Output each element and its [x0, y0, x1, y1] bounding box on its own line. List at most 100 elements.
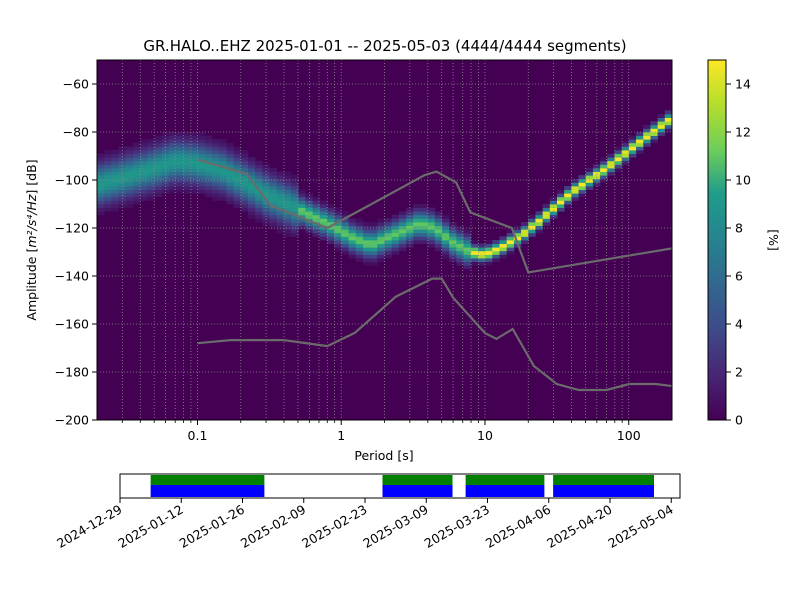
heatmap-cell — [190, 160, 199, 165]
heatmap-cell — [327, 207, 335, 212]
heatmap-cell — [283, 222, 292, 226]
heatmap-cell — [97, 211, 105, 216]
heatmap-cell — [283, 193, 292, 198]
heatmap-cell — [262, 186, 270, 190]
heatmap-cell — [355, 222, 364, 226]
heatmap-cell — [463, 236, 472, 241]
heatmap-cell — [650, 132, 659, 136]
heatmap-cell — [434, 229, 443, 234]
heatmap-cell — [636, 150, 644, 154]
heatmap-cell — [255, 182, 263, 187]
heatmap-cell — [283, 178, 292, 183]
heatmap-cell — [233, 146, 242, 151]
heatmap-cell — [643, 132, 651, 136]
heatmap-cell — [240, 204, 249, 208]
heatmap-cell — [384, 236, 393, 241]
heatmap-cell — [413, 218, 421, 223]
heatmap-cell — [176, 139, 184, 144]
heatmap-cell — [154, 164, 163, 169]
heatmap-cell — [233, 178, 242, 183]
heatmap-cell — [427, 232, 436, 237]
heatmap-cell — [190, 171, 199, 176]
heatmap-cell — [226, 196, 234, 201]
y-tick-label: −100 — [55, 173, 89, 188]
heatmap-cell — [377, 232, 385, 237]
heatmap-cell — [420, 240, 429, 244]
y-tick-label: −120 — [55, 221, 89, 236]
heatmap-cell — [197, 168, 206, 172]
heatmap-cell — [650, 128, 659, 133]
heatmap-cell — [168, 186, 177, 190]
heatmap-cell — [463, 261, 472, 266]
heatmap-cell — [247, 160, 256, 165]
heatmap-cell — [190, 142, 199, 147]
date-tick-label: 2025-03-23 — [422, 502, 492, 551]
heatmap-cell — [391, 243, 400, 248]
heatmap-cell — [557, 207, 565, 212]
heatmap-cell — [341, 243, 349, 248]
heatmap-cell — [168, 175, 177, 180]
heatmap-cell — [204, 175, 213, 180]
heatmap-cell — [276, 204, 285, 208]
heatmap-cell — [97, 186, 105, 190]
heatmap-cell — [132, 153, 141, 158]
heatmap-cell — [233, 200, 242, 205]
heatmap-cell — [212, 160, 220, 165]
heatmap-cell — [104, 157, 112, 162]
heatmap-cell — [168, 182, 177, 187]
heatmap-cell — [176, 150, 184, 154]
heatmap-cell — [291, 196, 299, 201]
heatmap-cell — [420, 218, 429, 223]
heatmap-cell — [398, 232, 407, 237]
heatmap-cell — [499, 247, 508, 252]
heatmap-cell — [226, 171, 234, 176]
heatmap-cell — [427, 243, 436, 248]
heatmap-cell — [111, 171, 119, 176]
heatmap-cell — [183, 150, 191, 154]
heatmap-cell — [111, 200, 119, 205]
heatmap-cell — [176, 186, 184, 190]
heatmap-cell — [384, 229, 393, 234]
heatmap-cell — [521, 240, 529, 244]
heatmap-cell — [247, 200, 256, 205]
heatmap-cell — [470, 240, 479, 244]
heatmap-cell — [470, 261, 479, 266]
heatmap-cell — [334, 232, 342, 237]
heatmap-cell — [111, 186, 119, 190]
heatmap-cell — [140, 196, 148, 201]
heatmap-cell — [636, 139, 644, 144]
heatmap-cell — [104, 171, 112, 176]
heatmap-cell — [283, 200, 292, 205]
heatmap-cell — [628, 142, 637, 147]
heatmap-cell — [168, 135, 177, 140]
y-tick-label: −140 — [55, 269, 89, 284]
heatmap-cell — [125, 146, 134, 151]
heatmap-cell — [132, 193, 141, 198]
availability-date-ticks: 2024-12-292025-01-122025-01-262025-02-09… — [54, 498, 676, 551]
heatmap-cell — [140, 186, 148, 190]
heatmap-cell — [477, 243, 486, 248]
heatmap-cell — [154, 157, 163, 162]
heatmap-cell — [557, 193, 565, 198]
heatmap-cell — [183, 153, 191, 158]
heatmap-cell — [212, 178, 220, 183]
heatmap-cell — [355, 258, 364, 262]
heatmap-cell — [219, 160, 227, 165]
heatmap-cell — [592, 168, 601, 172]
heatmap-cell — [291, 225, 299, 230]
heatmap-cell — [291, 193, 299, 198]
noise-model-lines — [197, 158, 672, 392]
heatmap-cell — [427, 225, 436, 230]
heatmap-cell — [549, 200, 558, 205]
heatmap-cell — [111, 189, 119, 194]
heatmap-cell — [212, 196, 220, 201]
heatmap-cell — [276, 211, 285, 216]
heatmap-cell — [212, 139, 220, 144]
heatmap-cell — [463, 232, 472, 237]
heatmap-cell — [132, 189, 141, 194]
heatmap-cell — [176, 135, 184, 140]
heatmap-cell — [204, 146, 213, 151]
heatmap-cell — [283, 186, 292, 190]
y-tick-label: −80 — [63, 125, 89, 140]
